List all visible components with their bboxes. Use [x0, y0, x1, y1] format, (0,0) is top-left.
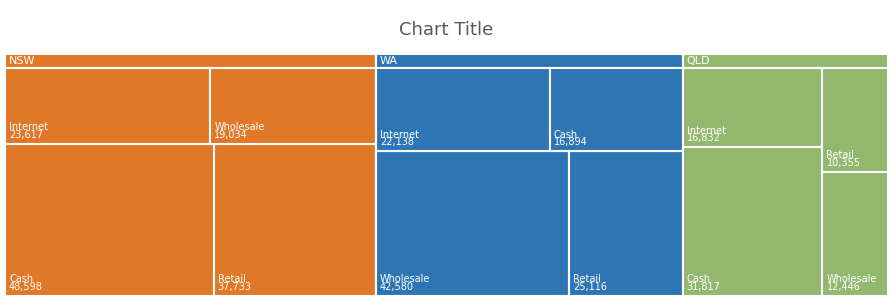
Text: Retail: Retail — [572, 275, 601, 284]
Text: 19,034: 19,034 — [214, 129, 248, 140]
Text: WA: WA — [380, 56, 397, 66]
Text: 37,733: 37,733 — [218, 282, 252, 292]
Text: 16,832: 16,832 — [687, 133, 721, 143]
Text: Wholesale: Wholesale — [826, 275, 877, 284]
Text: 16,894: 16,894 — [554, 138, 588, 147]
Text: Cash: Cash — [687, 275, 711, 284]
Text: Cash: Cash — [554, 130, 578, 140]
Text: Retail: Retail — [218, 275, 246, 284]
Text: 31,817: 31,817 — [687, 282, 721, 292]
Text: 48,598: 48,598 — [9, 282, 43, 292]
Text: Chart Title: Chart Title — [399, 21, 494, 39]
Text: Wholesale: Wholesale — [214, 122, 264, 132]
Text: Internet: Internet — [380, 130, 419, 140]
Text: Wholesale: Wholesale — [380, 275, 430, 284]
Text: NSW: NSW — [9, 56, 36, 66]
Text: Internet: Internet — [9, 122, 48, 132]
Text: 10,355: 10,355 — [826, 158, 861, 168]
Text: 12,446: 12,446 — [826, 282, 860, 292]
Text: 23,617: 23,617 — [9, 129, 43, 140]
Text: 25,116: 25,116 — [572, 282, 606, 292]
Text: 42,580: 42,580 — [380, 282, 413, 292]
Text: 22,138: 22,138 — [380, 138, 413, 147]
Text: Retail: Retail — [826, 150, 855, 160]
Text: Internet: Internet — [687, 126, 726, 135]
Text: QLD: QLD — [687, 56, 710, 66]
Text: Cash: Cash — [9, 275, 33, 284]
